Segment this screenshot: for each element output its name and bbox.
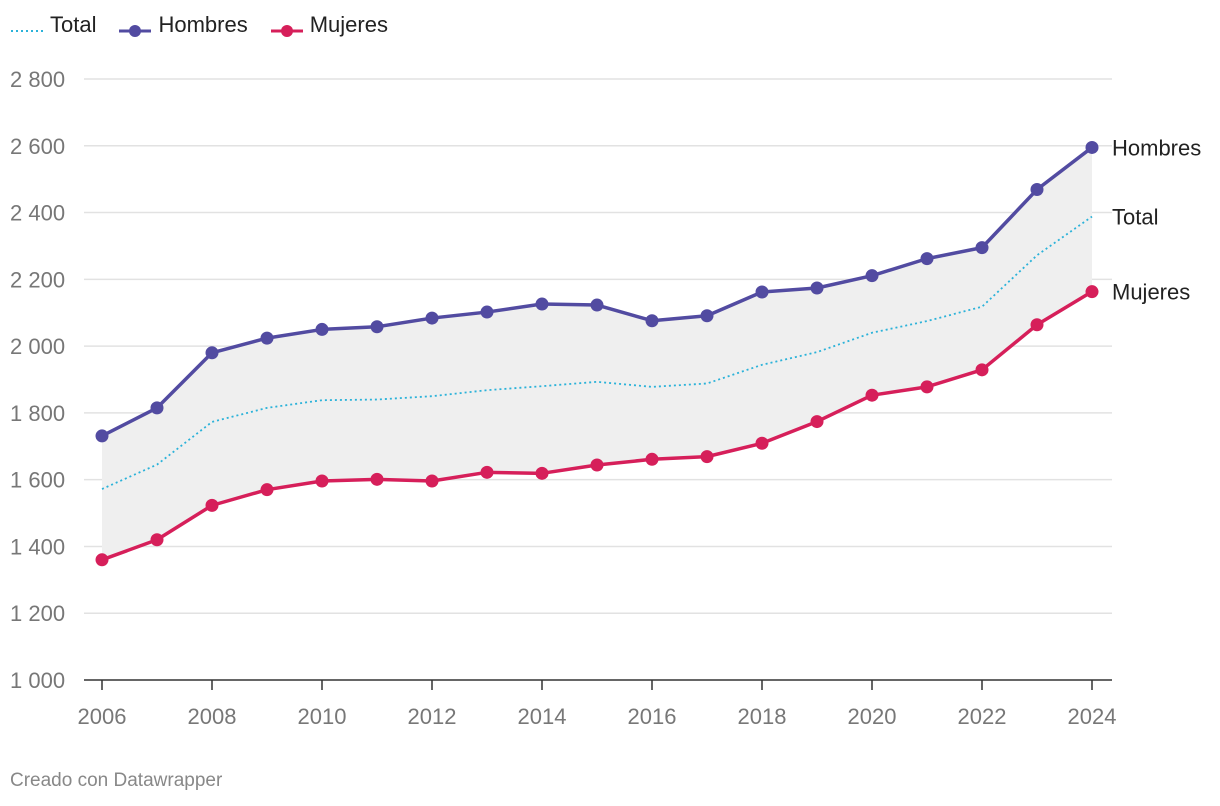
credit-text: Creado con Datawrapper	[10, 770, 223, 791]
series-line-total	[101, 215, 1093, 490]
y-tick-label: 2 000	[10, 334, 65, 359]
data-point-hombres	[95, 429, 109, 443]
data-point-mujeres	[755, 436, 769, 450]
data-point-hombres	[425, 311, 439, 325]
series-group	[95, 140, 1099, 567]
y-tick-label: 1 600	[10, 468, 65, 493]
legend-item-hombres: Hombres	[118, 12, 248, 38]
data-point-hombres	[920, 252, 934, 266]
data-point-mujeres	[865, 388, 879, 402]
data-point-mujeres	[920, 380, 934, 394]
data-point-mujeres	[700, 450, 714, 464]
legend-label-mujeres: Mujeres	[309, 12, 388, 37]
x-tick-label: 2016	[628, 704, 677, 729]
end-label-hombres: Hombres	[1112, 135, 1201, 160]
x-tick-label: 2020	[848, 704, 897, 729]
data-point-hombres	[700, 309, 714, 323]
data-point-mujeres	[1085, 285, 1099, 299]
data-point-hombres	[260, 331, 274, 345]
data-point-hombres	[645, 314, 659, 328]
data-point-mujeres	[645, 452, 659, 466]
legend-swatch-total	[10, 18, 44, 32]
x-tick-label: 2024	[1068, 704, 1117, 729]
data-point-hombres	[150, 401, 164, 415]
y-axis-tick-labels: 1 000 1 200 1 400 1 600 1 800 2 000 2 200 2 400…	[10, 67, 65, 693]
data-point-hombres	[755, 285, 769, 299]
y-tick-label: 1 200	[10, 601, 65, 626]
y-tick-label: 1 000	[10, 668, 65, 693]
y-tick-label: 1 800	[10, 401, 65, 426]
x-tick-label: 2006	[78, 704, 127, 729]
data-point-mujeres	[975, 363, 989, 377]
data-point-hombres	[975, 241, 989, 255]
data-point-mujeres	[590, 458, 604, 472]
x-axis: 2006 2008 2010 2012 2014 2016 2018 2020 2022 2024	[78, 679, 1117, 729]
legend-swatch-mujeres	[270, 18, 304, 37]
x-tick-label: 2010	[298, 704, 347, 729]
data-point-mujeres	[150, 533, 164, 547]
data-point-mujeres	[480, 465, 494, 479]
x-tick-label: 2014	[518, 704, 567, 729]
data-point-hombres	[370, 320, 384, 334]
chart-legend: Total Hombres Mujeres	[10, 12, 410, 38]
data-point-hombres	[315, 322, 329, 336]
x-tick-label: 2018	[738, 704, 787, 729]
range-band-area	[102, 147, 1092, 560]
range-band	[102, 147, 1092, 560]
data-point-mujeres	[95, 553, 109, 567]
data-point-hombres	[1085, 140, 1099, 154]
legend-label-hombres: Hombres	[158, 12, 248, 37]
data-point-hombres	[535, 297, 549, 311]
legend-item-total: Total	[10, 12, 96, 38]
x-tick-label: 2022	[958, 704, 1007, 729]
data-point-mujeres	[425, 474, 439, 488]
y-tick-label: 1 400	[10, 534, 65, 559]
y-tick-label: 2 800	[10, 67, 65, 92]
data-point-mujeres	[260, 483, 274, 497]
data-point-mujeres	[810, 415, 824, 429]
data-point-mujeres	[1030, 318, 1044, 332]
legend-swatch-hombres	[118, 18, 152, 37]
data-point-hombres	[865, 269, 879, 283]
legend-label-total: Total	[50, 12, 97, 37]
end-label-mujeres: Mujeres	[1112, 280, 1190, 305]
data-point-mujeres	[205, 498, 219, 512]
end-labels: Hombres Total Mujeres	[1112, 135, 1201, 304]
data-point-mujeres	[535, 466, 549, 480]
legend-item-mujeres: Mujeres	[270, 12, 388, 38]
data-point-mujeres	[315, 474, 329, 488]
y-tick-label: 2 400	[10, 201, 65, 226]
y-tick-label: 2 600	[10, 134, 65, 159]
data-point-mujeres	[370, 472, 384, 486]
x-tick-label: 2008	[188, 704, 237, 729]
data-point-hombres	[590, 298, 604, 312]
data-point-hombres	[810, 281, 824, 295]
data-point-hombres	[1030, 183, 1044, 197]
end-label-total: Total	[1112, 205, 1158, 230]
x-tick-label: 2012	[408, 704, 457, 729]
data-point-hombres	[480, 305, 494, 319]
line-chart: 1 000 1 200 1 400 1 600 1 800 2 000 2 200 2 400…	[10, 67, 1201, 729]
y-tick-label: 2 200	[10, 267, 65, 292]
data-point-hombres	[205, 346, 219, 360]
